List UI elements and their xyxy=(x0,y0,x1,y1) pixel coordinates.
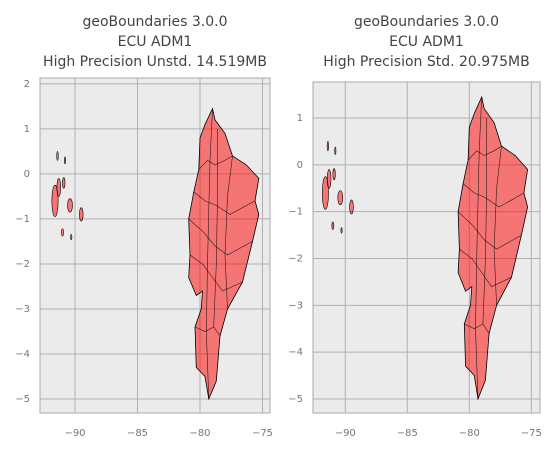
island xyxy=(334,146,337,155)
y-tick-label: 0 xyxy=(24,169,30,180)
y-tick-label: −1 xyxy=(15,214,30,225)
y-tick-label: −1 xyxy=(288,207,303,218)
boundary xyxy=(193,191,256,215)
island xyxy=(64,156,66,165)
island xyxy=(61,228,64,237)
boundary xyxy=(224,155,233,310)
x-tick-label: −80 xyxy=(189,428,210,439)
y-tick-label: −2 xyxy=(15,259,30,270)
chart-title: geoBoundaries 3.0.0 xyxy=(354,14,499,30)
y-tick-label: −3 xyxy=(15,304,30,315)
y-tick-label: −5 xyxy=(15,394,30,405)
y-tick-label: −4 xyxy=(15,349,30,360)
island xyxy=(326,169,332,189)
island xyxy=(337,190,344,205)
x-tick-label: −85 xyxy=(397,428,418,439)
boundary xyxy=(464,323,490,334)
chart-title: High Precision Unstd. 14.519MB xyxy=(43,54,267,70)
island xyxy=(332,168,336,181)
boundary xyxy=(205,108,213,400)
island xyxy=(340,227,343,234)
x-tick-label: −75 xyxy=(252,428,273,439)
chart-title: High Precision Std. 20.975MB xyxy=(323,54,529,70)
x-tick-label: −75 xyxy=(521,428,542,439)
y-tick-label: 1 xyxy=(24,124,30,135)
boundary xyxy=(213,128,218,328)
boundary xyxy=(194,326,221,337)
y-tick-label: 2 xyxy=(24,79,30,90)
island xyxy=(51,184,59,217)
chart-title: geoBoundaries 3.0.0 xyxy=(82,14,227,30)
y-tick-label: −3 xyxy=(288,300,303,311)
x-tick-label: −90 xyxy=(64,428,85,439)
axes-frame xyxy=(39,77,271,414)
boundary xyxy=(459,248,512,287)
island xyxy=(56,151,59,161)
island xyxy=(349,199,354,215)
x-tick-label: −90 xyxy=(335,428,356,439)
island xyxy=(79,207,84,222)
x-tick-label: −85 xyxy=(127,428,148,439)
island xyxy=(67,198,73,213)
y-tick-label: −4 xyxy=(288,347,303,358)
boundary xyxy=(188,218,253,256)
boundary xyxy=(493,146,502,306)
island xyxy=(326,141,329,152)
boundary xyxy=(482,118,488,325)
boundary xyxy=(467,145,502,161)
boundary xyxy=(198,155,233,170)
y-tick-label: 1 xyxy=(297,113,303,124)
island xyxy=(56,178,61,197)
y-tick-label: 0 xyxy=(297,160,303,171)
boundary xyxy=(457,211,522,250)
island xyxy=(62,177,66,189)
island xyxy=(331,221,335,230)
y-tick-label: −5 xyxy=(288,394,303,405)
chart-title: ECU ADM1 xyxy=(118,34,193,50)
chart-title: ECU ADM1 xyxy=(389,34,464,50)
island xyxy=(322,176,329,210)
y-tick-label: −2 xyxy=(288,254,303,265)
boundary xyxy=(189,254,243,292)
boundary xyxy=(462,183,525,208)
island xyxy=(70,233,73,240)
x-tick-label: −80 xyxy=(459,428,480,439)
axes-frame xyxy=(312,81,541,414)
boundary xyxy=(475,96,482,400)
